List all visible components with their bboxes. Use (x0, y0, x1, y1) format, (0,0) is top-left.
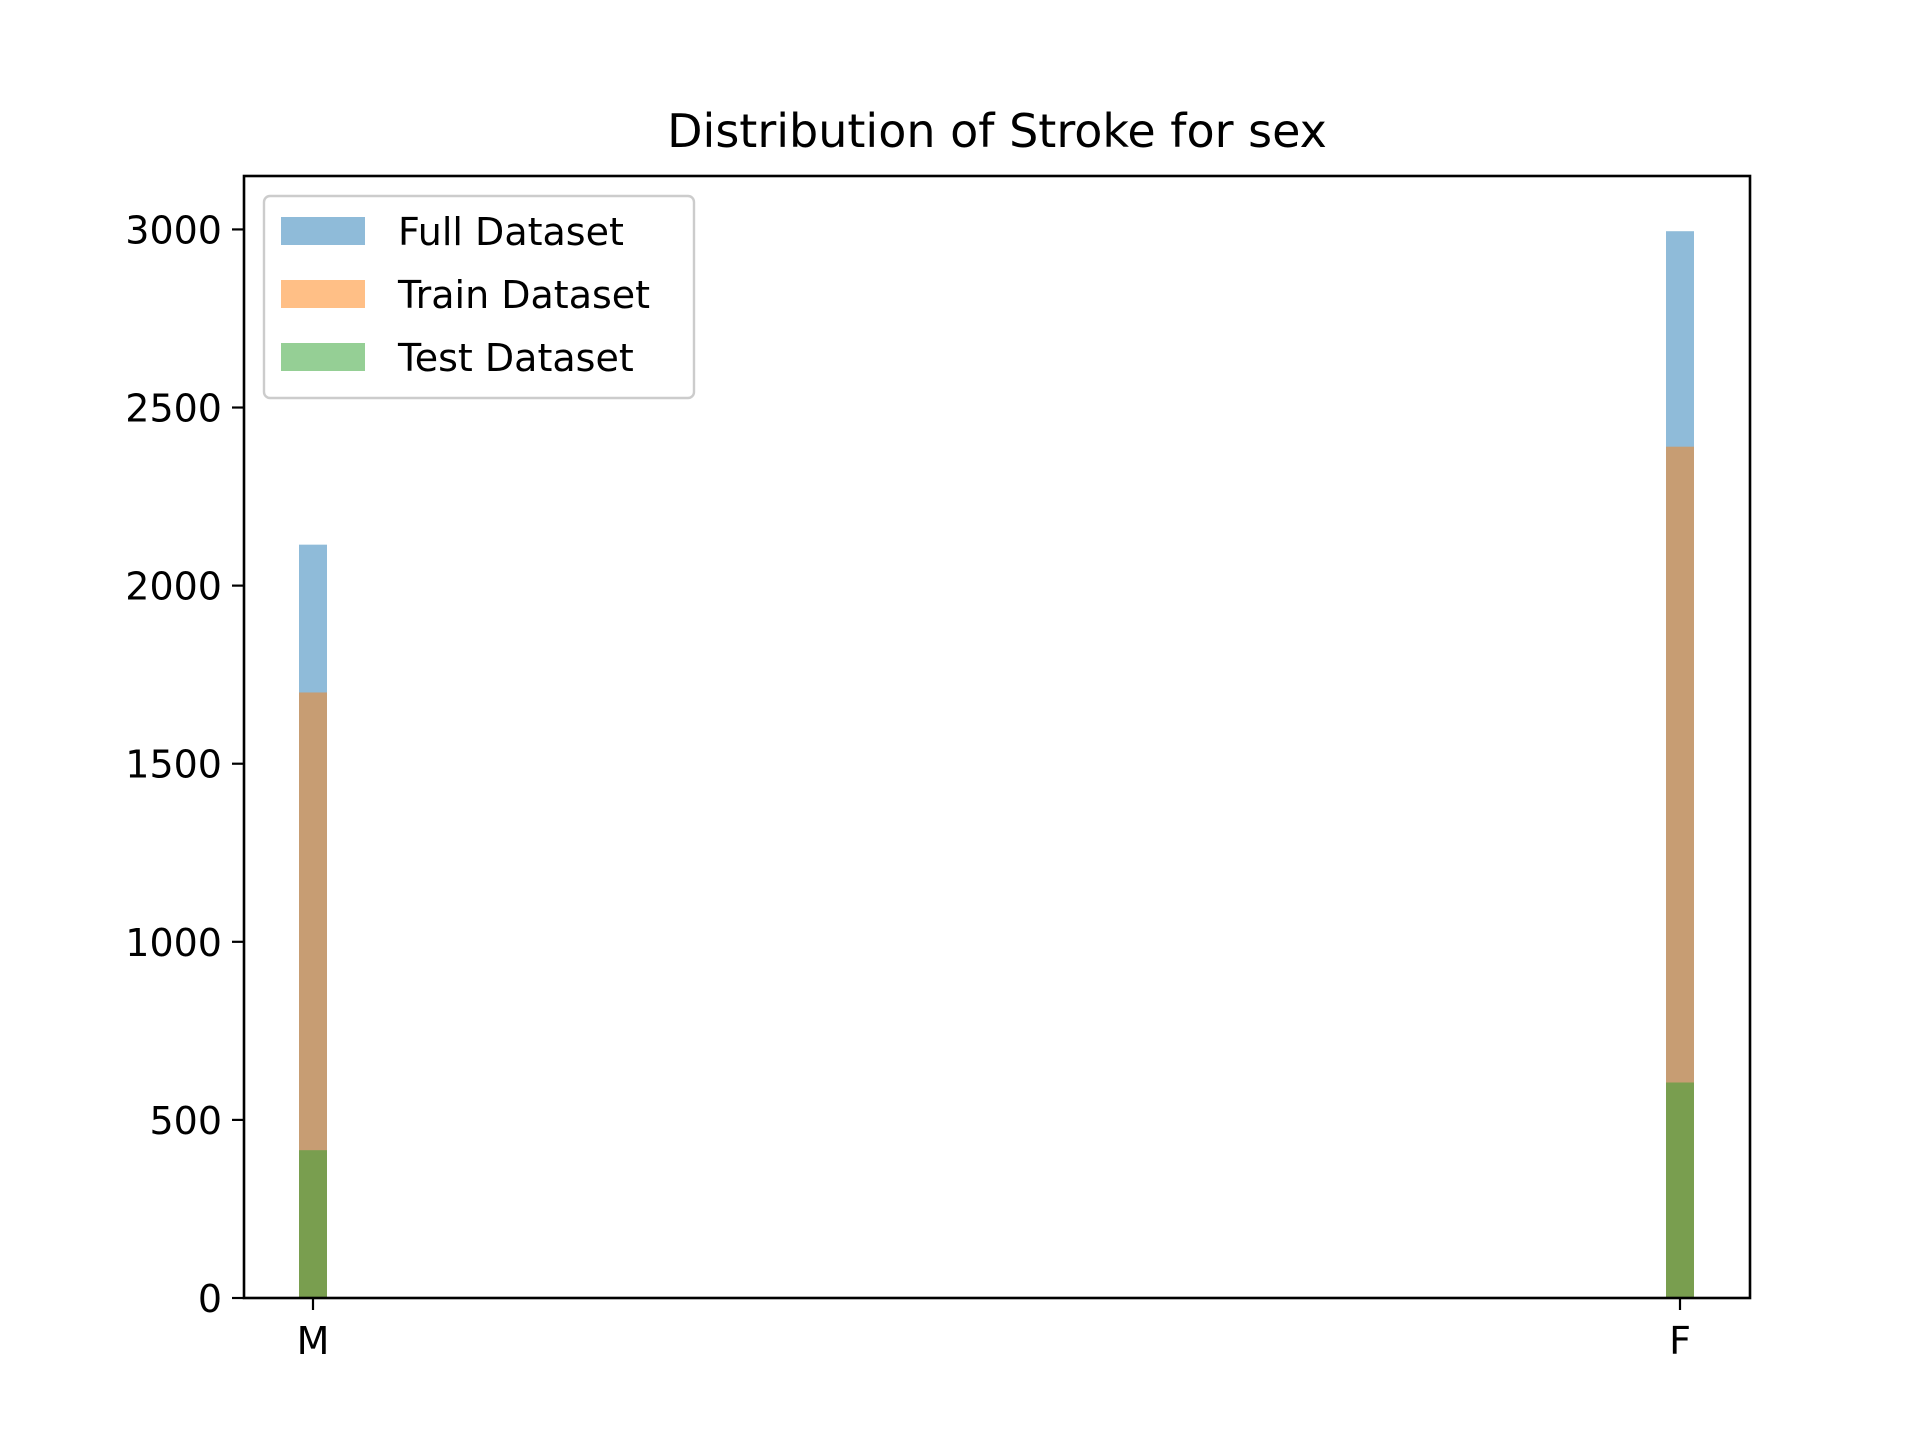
x-tick-label: F (1669, 1319, 1691, 1363)
x-tick-label: M (297, 1319, 330, 1363)
legend-swatch-train-dataset (281, 280, 365, 308)
y-tick-label: 1000 (125, 921, 222, 965)
y-axis: 0 500 1000 1500 2000 2500 3000 (125, 208, 244, 1321)
plot-frame (242, 174, 1752, 1300)
legend-swatch-full-dataset (281, 217, 365, 245)
y-tick-label: 3000 (125, 208, 222, 252)
bar-test-dataset-f (1666, 1082, 1694, 1298)
y-tick-label: 500 (149, 1099, 222, 1143)
legend-label-full-dataset: Full Dataset (398, 210, 624, 254)
legend-swatch-test-dataset (281, 343, 365, 371)
legend-box (262, 194, 696, 400)
bar-series-group (299, 231, 1694, 1299)
y-tick-label: 0 (198, 1277, 222, 1321)
y-tick-label: 1500 (125, 743, 222, 787)
y-tick-label: 2000 (125, 565, 222, 609)
legend-label-test-dataset: Test Dataset (397, 336, 634, 380)
legend: Full Dataset Train Dataset Test Dataset (262, 194, 696, 400)
bar-test-dataset-m (299, 1150, 327, 1298)
y-tick-label: 2500 (125, 387, 222, 431)
chart-title: Distribution of Stroke for sex (667, 104, 1327, 158)
legend-label-train-dataset: Train Dataset (397, 273, 650, 317)
